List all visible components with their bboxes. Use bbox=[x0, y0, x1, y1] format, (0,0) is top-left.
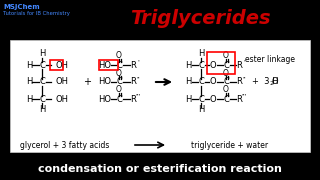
Text: OH: OH bbox=[55, 78, 68, 87]
Text: '': '' bbox=[242, 76, 246, 82]
Text: +: + bbox=[83, 77, 91, 87]
Text: O: O bbox=[210, 94, 216, 103]
Text: C: C bbox=[39, 78, 45, 87]
Text: '': '' bbox=[136, 76, 140, 82]
Text: C: C bbox=[223, 60, 229, 69]
Text: OH: OH bbox=[55, 94, 68, 103]
Text: H: H bbox=[185, 60, 191, 69]
Text: C: C bbox=[198, 60, 204, 69]
Text: ': ' bbox=[137, 60, 139, 64]
Text: C: C bbox=[39, 94, 45, 103]
Text: Tutorials for IB Chemistry: Tutorials for IB Chemistry bbox=[3, 10, 70, 15]
Text: C: C bbox=[116, 78, 122, 87]
Text: glycerol + 3 fatty acids: glycerol + 3 fatty acids bbox=[20, 141, 110, 150]
Text: H: H bbox=[198, 50, 204, 59]
Text: O: O bbox=[272, 78, 279, 87]
Text: R: R bbox=[130, 78, 136, 87]
Text: OH: OH bbox=[55, 60, 68, 69]
Bar bbox=[99, 60, 118, 70]
Bar bbox=[207, 52, 235, 74]
Text: O: O bbox=[116, 51, 122, 60]
Text: H: H bbox=[198, 105, 204, 114]
Text: R: R bbox=[130, 94, 136, 103]
Text: HO: HO bbox=[99, 60, 111, 69]
Text: H: H bbox=[39, 50, 45, 59]
Text: +  3 H: + 3 H bbox=[252, 78, 278, 87]
Text: R: R bbox=[236, 94, 242, 103]
Text: HO: HO bbox=[99, 78, 111, 87]
Text: R: R bbox=[130, 60, 136, 69]
Bar bbox=[10, 40, 310, 152]
Text: O: O bbox=[223, 69, 229, 78]
Text: H: H bbox=[185, 78, 191, 87]
Text: O: O bbox=[116, 86, 122, 94]
Text: H: H bbox=[26, 78, 32, 87]
Text: ''': ''' bbox=[241, 93, 247, 98]
Text: H: H bbox=[26, 60, 32, 69]
Text: C: C bbox=[116, 94, 122, 103]
Text: condensation or esterification reaction: condensation or esterification reaction bbox=[38, 164, 282, 174]
Text: C: C bbox=[223, 94, 229, 103]
Text: C: C bbox=[116, 60, 122, 69]
Text: HO: HO bbox=[99, 94, 111, 103]
Text: C: C bbox=[198, 78, 204, 87]
Text: 2: 2 bbox=[269, 81, 273, 86]
Bar bbox=[50, 60, 63, 70]
Text: R: R bbox=[236, 60, 242, 69]
Text: O: O bbox=[223, 86, 229, 94]
Text: triglyceride + water: triglyceride + water bbox=[191, 141, 268, 150]
Text: C: C bbox=[198, 94, 204, 103]
Text: O: O bbox=[210, 60, 216, 69]
Text: ''': ''' bbox=[135, 93, 141, 98]
Text: MSJChem: MSJChem bbox=[3, 4, 40, 10]
Text: O: O bbox=[116, 69, 122, 78]
Text: Triglycerides: Triglycerides bbox=[130, 8, 270, 28]
Text: R: R bbox=[236, 78, 242, 87]
Text: H: H bbox=[185, 94, 191, 103]
Text: O: O bbox=[210, 78, 216, 87]
Text: C: C bbox=[223, 78, 229, 87]
Text: H: H bbox=[26, 94, 32, 103]
Text: C: C bbox=[39, 60, 45, 69]
Text: ester linkage: ester linkage bbox=[245, 55, 295, 64]
Text: H: H bbox=[39, 105, 45, 114]
Text: ': ' bbox=[243, 60, 245, 64]
Text: O: O bbox=[223, 51, 229, 60]
